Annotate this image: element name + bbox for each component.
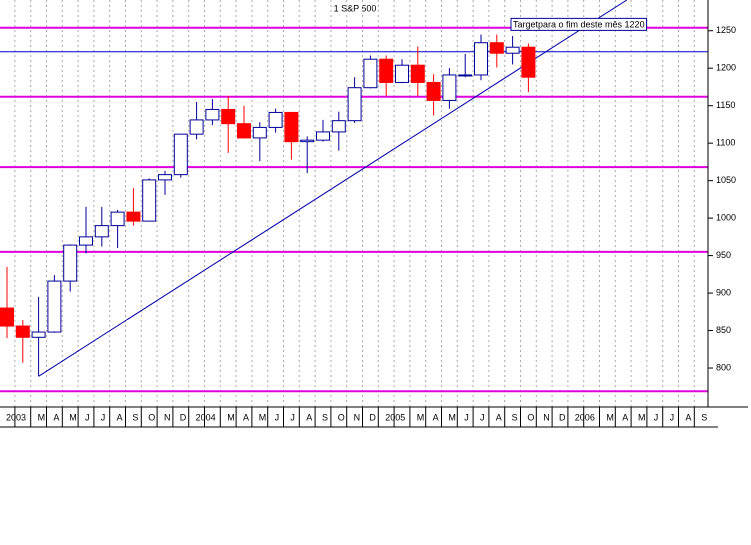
x-tick-label: A <box>243 412 249 422</box>
y-tick-label: 900 <box>716 287 731 297</box>
y-tick-label: 1150 <box>716 100 735 110</box>
x-tick-label: J <box>654 412 659 422</box>
x-tick-label: J <box>290 412 295 422</box>
x-tick-label: A <box>496 412 502 422</box>
candle-body <box>284 111 299 143</box>
candle-body <box>79 236 93 246</box>
annotation: Targetpara o fim deste mês 1220 <box>513 19 645 29</box>
x-tick-label: M <box>448 412 456 422</box>
y-tick-label: 1250 <box>716 25 736 35</box>
x-tick-label: 2006 <box>575 412 595 422</box>
y-tick-label: 1000 <box>716 212 736 222</box>
x-tick-label: 2004 <box>196 412 216 422</box>
x-tick-label: J <box>85 412 90 422</box>
x-tick-label: M <box>38 412 46 422</box>
candle-body <box>0 307 14 327</box>
x-tick-label: O <box>148 412 155 422</box>
candle-body <box>268 111 283 128</box>
x-tick-label: S <box>322 412 328 422</box>
candle-body <box>458 74 473 77</box>
candle-body <box>110 211 125 227</box>
candle-body <box>474 42 488 76</box>
candle-body <box>395 64 409 83</box>
candle-body <box>300 139 315 143</box>
x-tick-label: D <box>369 412 376 422</box>
y-tick-label: 850 <box>716 325 731 335</box>
candle-body <box>489 42 504 54</box>
y-tick-label: 1200 <box>716 63 736 73</box>
y-tick-label: 1100 <box>716 138 735 148</box>
candle-body <box>189 119 204 135</box>
x-tick-label: S <box>132 412 138 422</box>
x-tick-label: 2005 <box>385 412 405 422</box>
candle-body <box>47 280 62 333</box>
x-tick-label: A <box>306 412 312 422</box>
x-tick-label: O <box>338 412 345 422</box>
x-tick-label: S <box>701 412 707 422</box>
candle-body <box>31 331 46 338</box>
x-tick-label: M <box>417 412 425 422</box>
x-tick-label: D <box>180 412 187 422</box>
candle-body <box>158 174 172 181</box>
x-tick-label: 2003 <box>6 412 26 422</box>
candle-body <box>63 244 78 282</box>
x-tick-label: J <box>275 412 280 422</box>
x-tick-label: O <box>527 412 534 422</box>
x-tick-label: M <box>69 412 77 422</box>
x-tick-label: N <box>354 412 361 422</box>
candle-body <box>173 133 188 176</box>
y-tick-label: 800 <box>716 362 731 372</box>
x-tick-label: A <box>685 412 691 422</box>
candle-body <box>252 126 267 139</box>
candle-body <box>237 123 251 139</box>
x-tick-label: J <box>670 412 675 422</box>
x-tick-label: A <box>622 412 628 422</box>
candle-body <box>521 46 536 78</box>
x-tick-label: J <box>464 412 469 422</box>
candle-body <box>126 211 141 222</box>
chart-title: 1 S&P 500 <box>334 3 377 13</box>
annotation-box <box>510 17 648 31</box>
x-tick-label: N <box>164 412 171 422</box>
candle-body <box>221 108 236 125</box>
candle-body <box>15 325 30 338</box>
candle-body <box>331 120 346 133</box>
candle-body <box>410 64 425 83</box>
x-tick-label: M <box>259 412 267 422</box>
x-tick-label: A <box>53 412 59 422</box>
x-tick-label: S <box>512 412 518 422</box>
candle-body <box>316 131 330 141</box>
x-tick-label: J <box>101 412 106 422</box>
x-tick-label: M <box>606 412 614 422</box>
y-tick-label: 1050 <box>716 175 736 185</box>
candle-body <box>426 81 441 101</box>
x-tick-label: A <box>433 412 439 422</box>
candle-body <box>142 179 157 222</box>
candle-body <box>505 46 520 54</box>
y-tick-label: 950 <box>716 250 731 260</box>
candle-body <box>347 87 362 122</box>
candle-body <box>379 58 394 83</box>
candle-body <box>205 108 220 121</box>
x-tick-label: M <box>638 412 646 422</box>
x-tick-label: D <box>559 412 566 422</box>
x-tick-label: A <box>117 412 123 422</box>
x-tick-label: J <box>480 412 485 422</box>
candle-body <box>442 74 457 101</box>
candle-body <box>94 225 109 238</box>
x-tick-label: M <box>227 412 235 422</box>
candle-body <box>363 58 378 89</box>
x-tick-label: N <box>543 412 550 422</box>
